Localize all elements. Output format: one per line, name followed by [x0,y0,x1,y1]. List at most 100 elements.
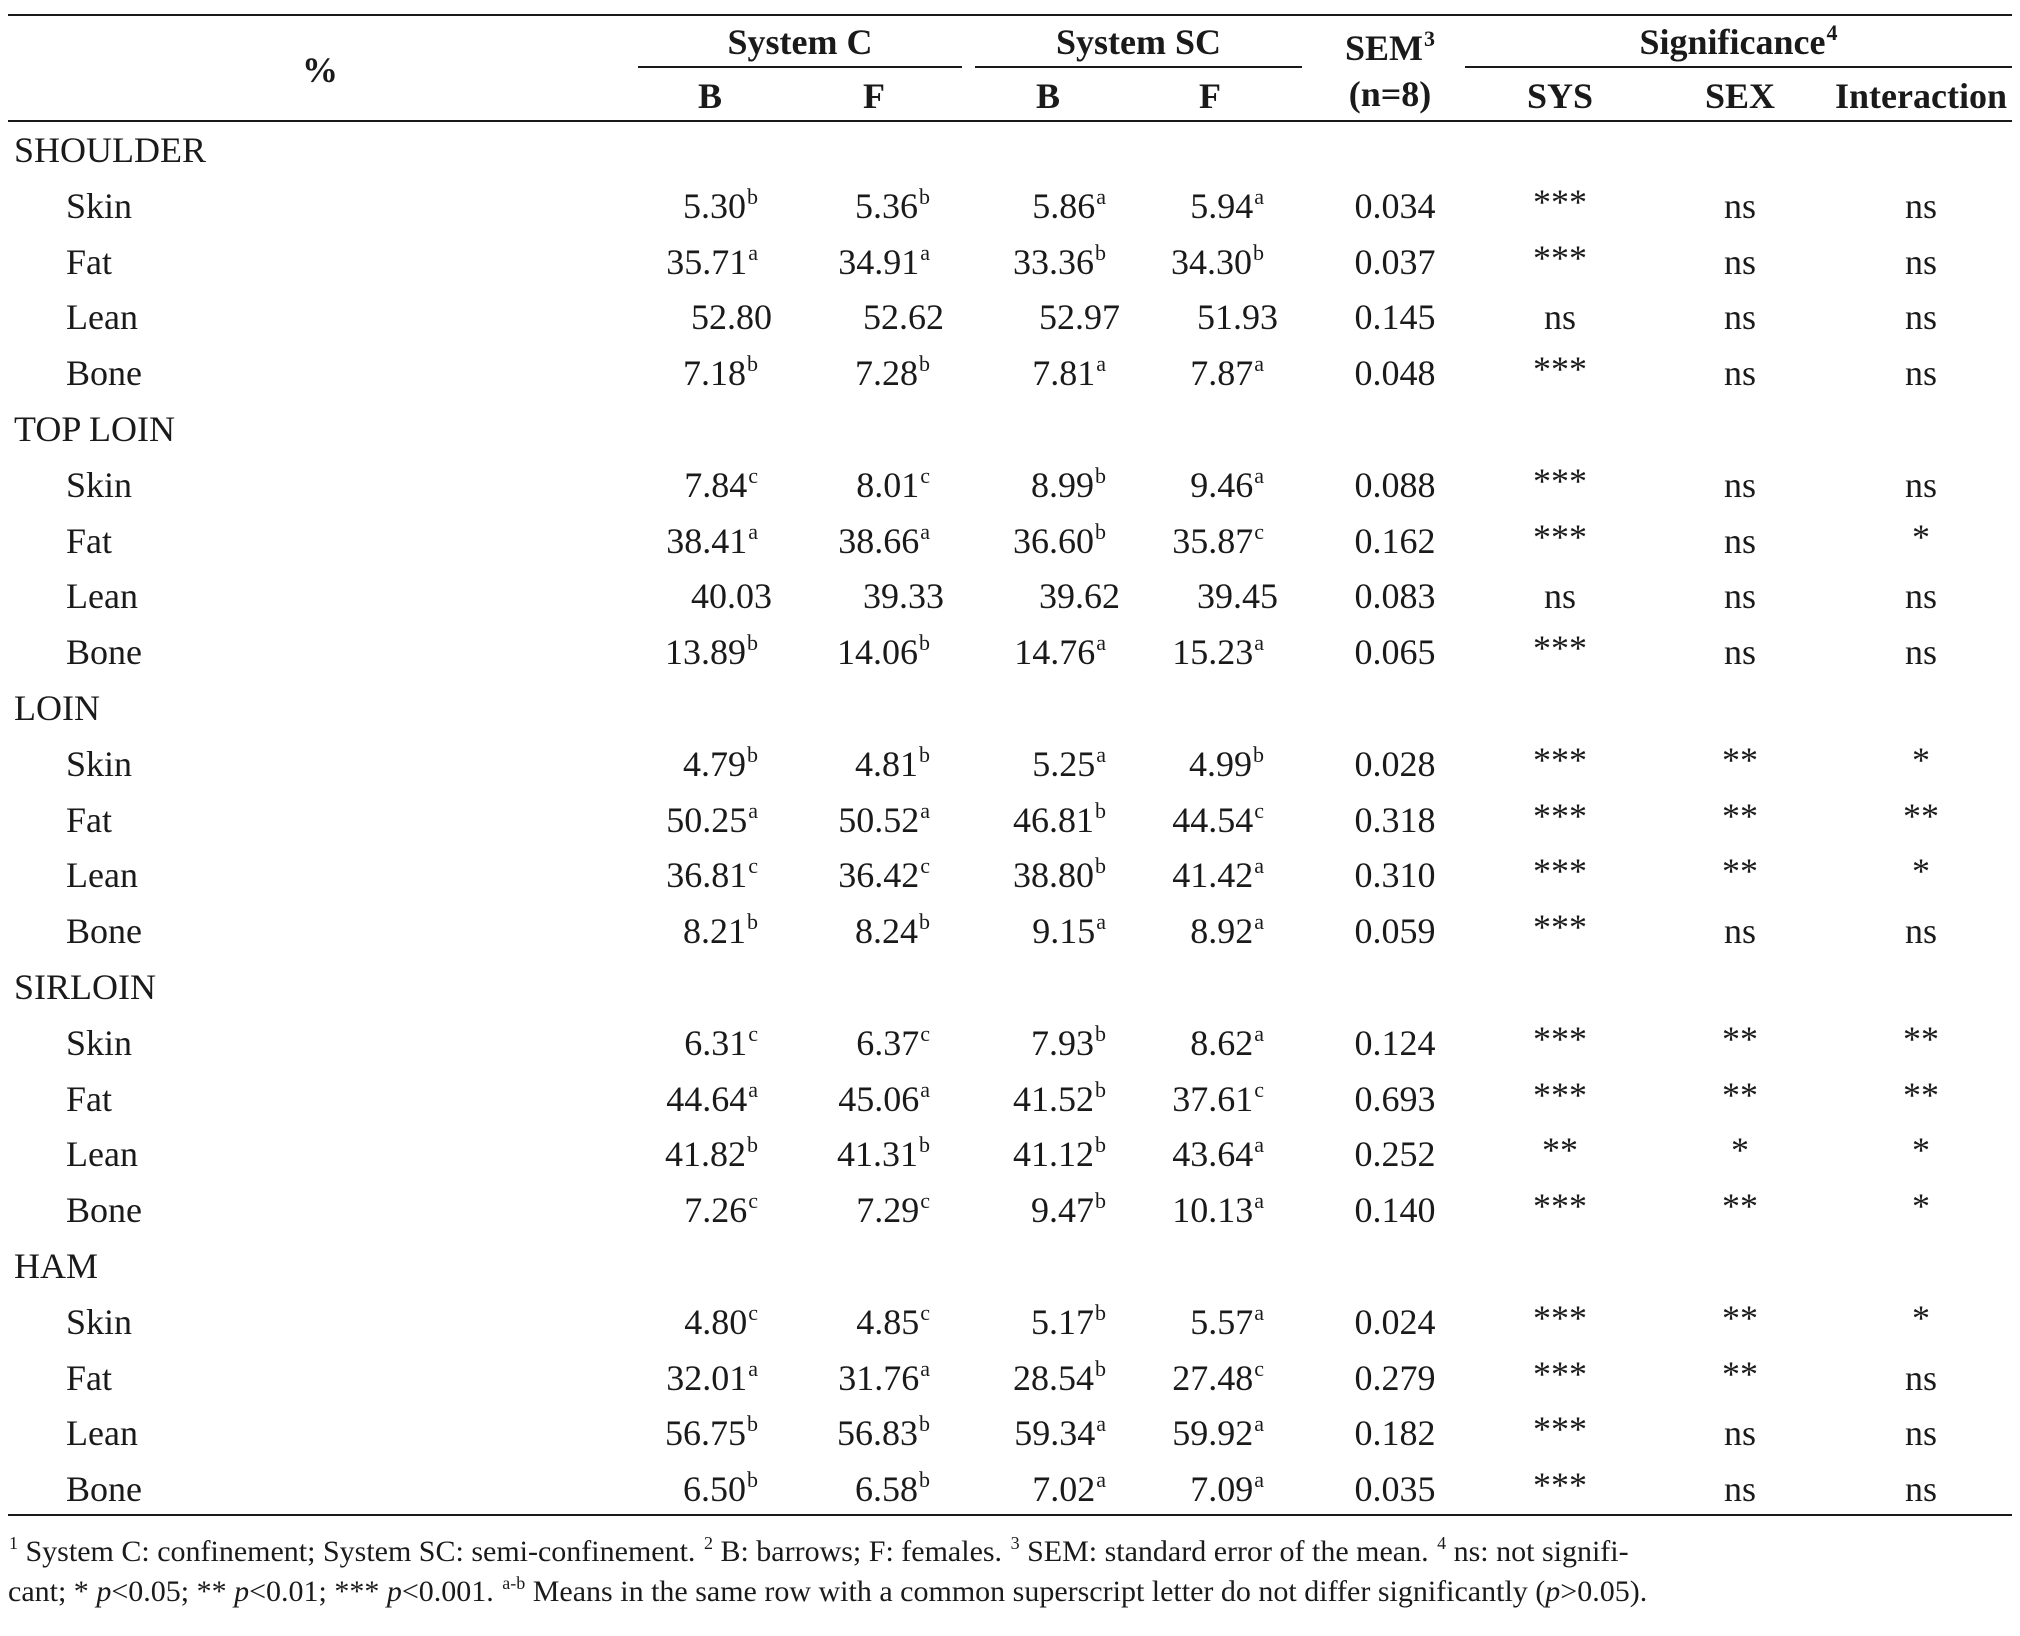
cell-sex: ns [1723,241,1756,282]
superscript-letter: a [1254,351,1264,377]
cell-sys: *** [1533,181,1587,222]
cell-value: 44.64 [666,1078,748,1119]
cell-c-females: 4.81b [855,743,930,784]
cell-sex: ** [1722,739,1758,780]
cell-value: 34.30 [1171,241,1252,282]
cell-c-females: 52.62 [863,299,944,335]
header-sex: SEX [1704,76,1776,116]
cell-value: 6.58 [855,1469,918,1510]
cell-c-barrows: 4.79b [683,743,758,782]
row-label: Fat [66,1078,113,1119]
superscript-letter: b [1095,239,1106,265]
cell-value: 45.06 [838,1078,920,1119]
row-label: Bone [66,632,142,673]
cell-sc-barrows: 5.17b [1031,1301,1106,1340]
cell-interaction: * [1912,1186,1930,1227]
row-label: Bone [66,1190,142,1231]
footnote-text: Means in the same row with a common supe… [525,1575,1546,1608]
cell-c-barrows: 50.25a [666,799,758,838]
row-label: Skin [66,743,133,784]
footnote-italic: p [1545,1575,1561,1608]
superscript-letter: a [1254,1020,1264,1046]
superscript-letter: b [1095,1299,1106,1325]
cell-value: 15.23 [1172,632,1254,673]
cell-c-females: 6.58b [855,1469,930,1510]
cell-value: 4.85 [856,1301,920,1342]
superscript-letter: a [1254,1188,1264,1214]
cell-interaction: ns [1904,185,1937,226]
cell-value: 4.81 [855,743,918,784]
footnote-italic: p [234,1575,250,1608]
cell-value: 52.80 [691,297,772,338]
row-label: Skin [66,464,133,505]
footnote-marker: 4 [1437,1533,1447,1553]
cell-interaction: ns [1904,241,1937,282]
cell-sc-females: 35.87c [1172,520,1264,561]
superscript-letter: b [747,1467,758,1493]
cell-c-females: 36.42c [838,855,930,896]
cell-value: 36.81 [666,855,748,896]
footnote-text: ns: not signifi- [1446,1535,1629,1568]
cell-sem: 0.318 [1354,799,1436,840]
cell-value: 37.61 [1172,1078,1254,1119]
cell-value: 35.87 [1172,520,1254,561]
cell-value: 52.97 [1039,297,1120,338]
cell-value: 5.86 [1032,185,1096,226]
cell-c-females: 45.06a [838,1078,930,1119]
cell-value: 9.15 [1032,911,1096,952]
cell-value: 36.60 [1013,520,1094,561]
cell-value: 56.75 [665,1413,746,1454]
cell-sc-barrows: 9.15a [1032,911,1106,952]
cell-c-barrows: 56.75b [665,1413,758,1454]
cell-sex: ** [1722,851,1758,892]
superscript-letter: b [919,741,930,767]
cell-sys: ns [1543,576,1576,617]
header-rule [8,120,2012,122]
cell-value: 5.94 [1190,185,1254,226]
footnote-text: <0.05; ** [111,1575,235,1608]
cell-sem: 0.035 [1354,1469,1436,1510]
superscript-letter: a [1096,1467,1106,1493]
footnote-marker: 2 [703,1533,713,1553]
superscript-letter: a [1254,909,1264,935]
cell-sex: ns [1723,464,1756,505]
cell-sc-females: 7.87a [1190,353,1264,392]
cell-value: 7.81 [1032,353,1096,394]
cell-value: 8.01 [856,464,920,505]
cell-c-barrows: 32.01a [666,1357,758,1396]
cell-sex: ** [1722,1186,1758,1227]
cell-sys: *** [1533,739,1587,780]
cell-value: 36.42 [838,855,920,896]
header-sc-b: B [1035,76,1060,116]
cell-sc-females: 8.92a [1190,911,1264,950]
cell-sc-barrows: 33.36b [1013,241,1106,282]
cell-value: 59.92 [1172,1413,1254,1454]
cell-value: 33.36 [1013,241,1094,282]
row-label: Lean [66,1413,138,1454]
cell-value: 6.37 [856,1022,920,1063]
cell-interaction: ns [1904,911,1937,952]
cell-interaction: ns [1904,297,1937,338]
cell-sem: 0.182 [1354,1413,1436,1454]
superscript-letter: a [748,1355,758,1381]
cell-sys: *** [1533,460,1587,501]
footnote-italic: p [96,1575,112,1608]
cell-c-barrows: 35.71a [666,241,758,282]
cell-sc-females: 15.23a [1172,632,1264,673]
cell-value: 7.26 [684,1190,748,1231]
cell-value: 9.47 [1031,1190,1094,1231]
cell-value: 50.52 [838,799,920,840]
cell-sex: ns [1723,353,1756,394]
superscript-letter: a [920,1076,930,1102]
cell-value: 7.84 [684,464,748,505]
cell-value: 31.76 [838,1357,920,1398]
superscript-letter: a [1096,183,1106,209]
row-label: Fat [66,241,113,282]
superscript-letter: c [748,1020,758,1046]
cell-c-barrows: 52.80 [691,299,772,335]
cell-value: 38.66 [838,520,920,561]
cell-interaction: * [1912,1297,1930,1338]
superscript-letter: b [1095,1076,1106,1102]
cell-sc-females: 27.48c [1172,1357,1264,1396]
cell-value: 35.71 [666,241,748,282]
